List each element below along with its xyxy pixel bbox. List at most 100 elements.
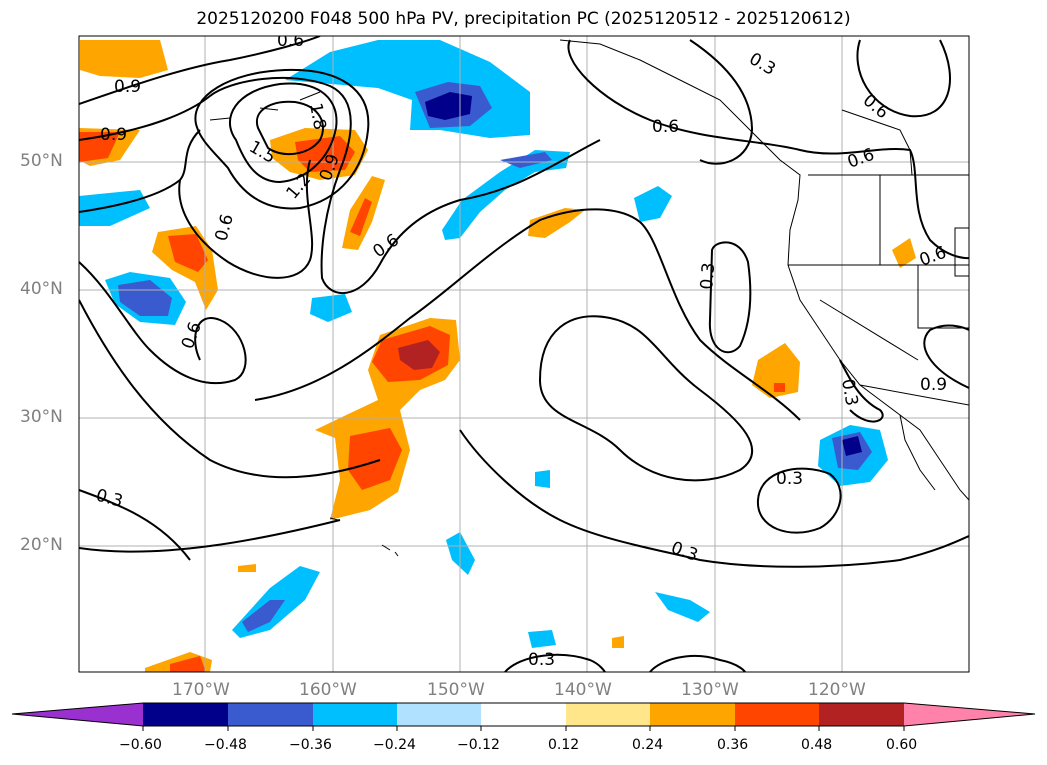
contour-0.9-north (79, 36, 321, 105)
contour-label: 0.9 (920, 375, 947, 395)
contour-label: 0.3 (746, 49, 779, 80)
colorbar (11, 702, 1036, 731)
contour-label: 0.9 (114, 77, 141, 97)
lon-label: 170°W (172, 680, 230, 700)
contour-0.3-coast (839, 359, 884, 423)
lat-label: 40°N (20, 279, 63, 299)
map-border (78, 35, 970, 673)
lon-label: 120°W (808, 680, 866, 700)
chart-title: 2025120200 F048 500 hPa PV, precipitatio… (196, 9, 851, 29)
lat-label: 50°N (20, 151, 63, 171)
contour-label: 0.3 (668, 538, 700, 566)
precip-orange-nw (80, 40, 168, 78)
contour-label: 0.6 (652, 117, 679, 137)
contour-0.6-central (254, 208, 801, 421)
precip-red-main-b (348, 428, 402, 490)
precip-orange-mid (528, 208, 585, 238)
colorbar-tick-label: −0.12 (457, 737, 500, 753)
contour-label: 0.3 (528, 650, 555, 670)
colorbar-tick-marks (142, 726, 905, 731)
contour-0.3-south (79, 489, 341, 561)
colorbar-swatch (650, 703, 735, 726)
contour-label: 0.6 (917, 243, 949, 271)
contour-1.5 (228, 82, 338, 184)
precip-blue-band (442, 150, 570, 240)
contour-label: 0.6 (277, 31, 304, 51)
contour-label: 0.3 (94, 486, 125, 512)
colorbar-tick-label: −0.36 (289, 737, 332, 753)
precip-blue-left (79, 190, 150, 226)
contour-label: 0.6 (859, 91, 893, 124)
precip-navy-coast (842, 436, 862, 456)
contour-0.3-inner (538, 315, 754, 482)
colorbar-swatch (481, 703, 566, 726)
lon-label: 150°W (427, 680, 485, 700)
contour-label: 0.6 (178, 319, 206, 351)
precip-blue-bottom (528, 630, 556, 648)
precip-red-strip (350, 198, 372, 236)
colorbar-extend-high (904, 703, 1035, 726)
contour-0.3-central (459, 429, 969, 568)
contour-0.9-se (923, 324, 969, 389)
colorbar-swatch (397, 703, 481, 726)
contour-0.9-trough (79, 76, 601, 294)
precip-darkred-main (398, 340, 440, 370)
contour-label: 0.3 (776, 469, 803, 489)
lon-label: 160°W (299, 680, 357, 700)
colorbar-tick-label: 0.60 (886, 737, 918, 753)
precip-shading (79, 40, 916, 672)
precip-red-sw (170, 656, 206, 672)
contour-label: 0.9 (100, 125, 127, 145)
colorbar-tick-label: 0.48 (801, 737, 833, 753)
colorbar-swatch (735, 703, 819, 726)
precip-blue-small (310, 294, 352, 322)
contour-label: 0.6 (212, 212, 238, 243)
contour-label: 0.6 (369, 230, 403, 262)
contour-0.3-east (708, 241, 752, 354)
precip-blue-140 (634, 186, 672, 222)
contour-0.9-ne (689, 39, 754, 165)
lon-label: 130°W (681, 680, 739, 700)
colorbar-swatch (143, 703, 228, 726)
colorbar-tick-label: 0.24 (632, 737, 664, 753)
colorbar-tick-label: −0.60 (119, 737, 162, 753)
contour-0.3-bottom (504, 653, 746, 672)
colorbar-swatch (819, 703, 904, 726)
colorbar-swatch (228, 703, 313, 726)
lon-label: 140°W (554, 680, 612, 700)
colorbar-tick-label: −0.48 (204, 737, 247, 753)
precip-royal-sw (242, 600, 285, 632)
contour-0.6-ne (567, 39, 969, 260)
contour-0.6-big (79, 299, 381, 479)
colorbar-tick-label: 0.12 (548, 737, 580, 753)
map-area: 0.9 0.9 0.6 0.3 0.6 1.5 1.8 1.2 0.9 0.6 … (79, 31, 969, 672)
colorbar-tick-label: 0.36 (717, 737, 749, 753)
precip-orange-coast (892, 238, 916, 268)
precip-red-east (774, 383, 785, 392)
precip-orange-east (752, 343, 800, 398)
colorbar-extend-low (12, 703, 143, 726)
contour-label: 0.6 (845, 145, 877, 173)
contour-1.2 (194, 68, 370, 210)
precip-royal-band (500, 152, 552, 168)
precip-royal-175 (118, 280, 172, 316)
precip-red-left (79, 132, 120, 162)
colorbar-swatch (566, 703, 650, 726)
precip-blue-south (655, 592, 710, 622)
pv-contours (79, 36, 969, 672)
lat-label: 30°N (20, 407, 63, 427)
contour-label: 0.3 (837, 377, 861, 407)
precip-red-170 (168, 234, 208, 272)
coastlines (209, 39, 969, 557)
precip-blue-dot (535, 470, 550, 488)
colorbar-swatch (313, 703, 397, 726)
contour-0.6-nne (856, 39, 951, 118)
colorbar-tick-label: −0.24 (373, 737, 416, 753)
contour-0.6-loop (178, 159, 314, 279)
contour-1.8 (255, 100, 324, 156)
lat-label: 20°N (20, 535, 63, 555)
precip-orange-small (238, 564, 256, 572)
precip-orange-small2 (612, 636, 624, 648)
contour-0.6-se (756, 467, 842, 534)
